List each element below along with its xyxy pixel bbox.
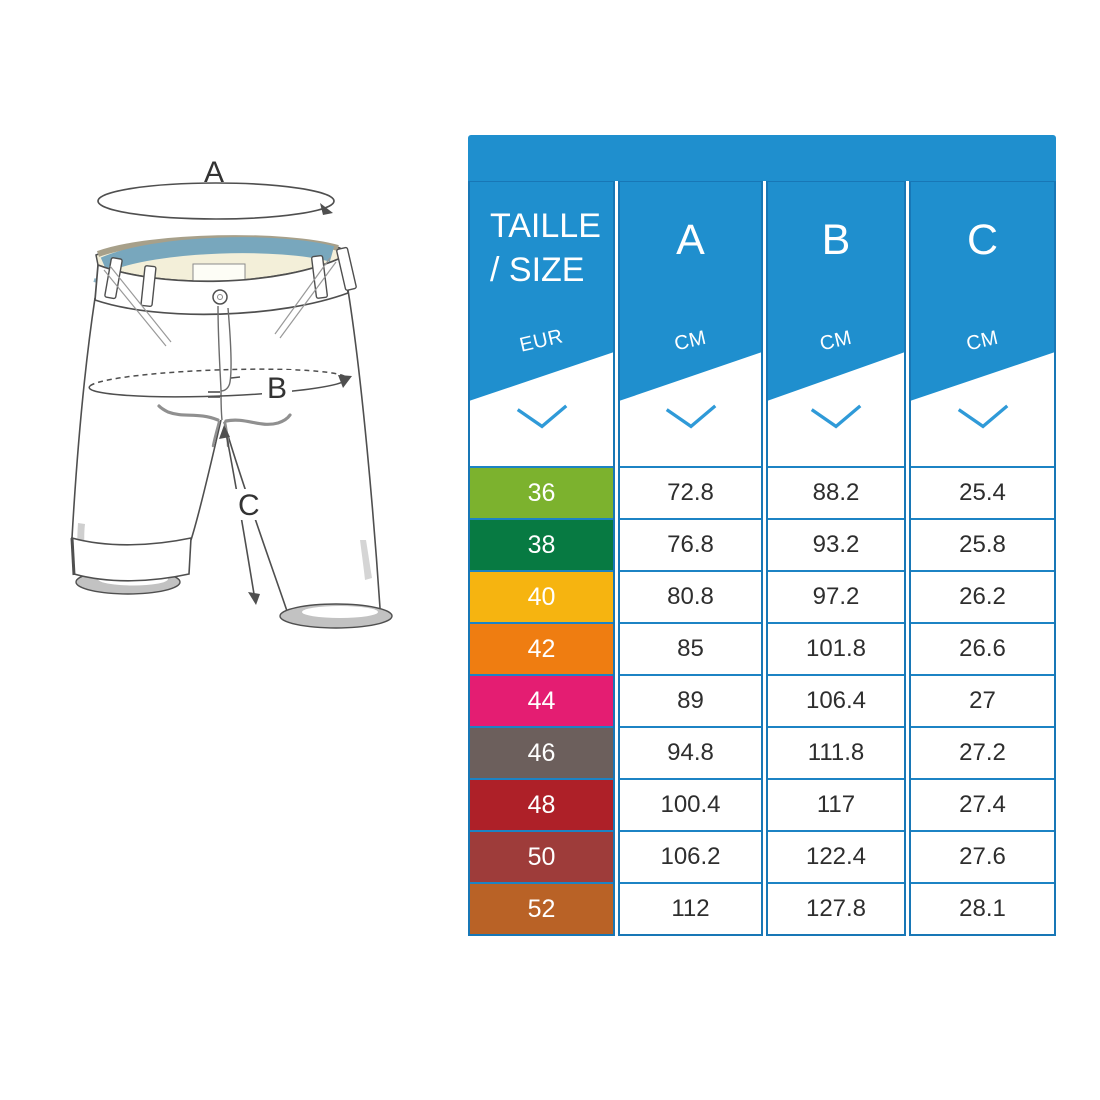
- value-cell: 27: [911, 674, 1054, 726]
- value-cell: 127.8: [768, 882, 904, 934]
- column-c: C CM 25.4 25.8 26.2 26.6 27 27.2 27.4 27…: [909, 181, 1056, 936]
- size-cell: 48: [470, 778, 613, 830]
- column-b-header: B CM: [768, 182, 904, 466]
- belt-loops: [104, 246, 357, 308]
- button: [212, 289, 228, 305]
- waist-measure-ellipse: [97, 182, 335, 220]
- pocket-lines: [103, 257, 337, 347]
- measure-label-b: B: [267, 372, 287, 405]
- column-size: TAILLE / SIZE EUR 36 38 40 42 44 46 48: [468, 181, 615, 936]
- value-cell: 106.4: [768, 674, 904, 726]
- value-cell: 106.2: [620, 830, 761, 882]
- value-cell: 27.4: [911, 778, 1054, 830]
- value-cell: 97.2: [768, 570, 904, 622]
- value-cell: 93.2: [768, 518, 904, 570]
- right-hem-highlight: [302, 606, 378, 618]
- column-b-label: B: [821, 216, 851, 264]
- column-a-cells: 72.8 76.8 80.8 85 89 94.8 100.4 106.2 11…: [620, 466, 761, 934]
- value-cell: 85: [620, 622, 761, 674]
- button-detail: [217, 294, 223, 300]
- hip-mark: [230, 376, 241, 379]
- table-header-band: [468, 135, 1056, 181]
- value-cell: 27.2: [911, 726, 1054, 778]
- column-a-header: A CM: [620, 182, 761, 466]
- value-cell: 25.8: [911, 518, 1054, 570]
- hip-measure-ellipse: [88, 368, 348, 398]
- size-cell: 40: [470, 570, 613, 622]
- size-cells: 36 38 40 42 44 46 48 50 52: [470, 466, 613, 934]
- column-c-chevron-down-icon[interactable]: [954, 404, 1012, 432]
- value-cell: 80.8: [620, 570, 761, 622]
- column-b-cells: 88.2 93.2 97.2 101.8 106.4 111.8 117 122…: [768, 466, 904, 934]
- value-cell: 89: [620, 674, 761, 726]
- measure-label-c: C: [238, 489, 260, 522]
- label-b-halo: [262, 370, 292, 402]
- size-cell: 50: [470, 830, 613, 882]
- value-cell: 25.4: [911, 466, 1054, 518]
- left-cuff: [71, 536, 192, 582]
- leg-seams: [71, 289, 381, 615]
- size-table: TAILLE / SIZE EUR 36 38 40 42 44 46 48: [468, 135, 1056, 936]
- value-cell: 72.8: [620, 466, 761, 518]
- column-b: B CM 88.2 93.2 97.2 101.8 106.4 111.8 11…: [766, 181, 906, 936]
- value-cell: 112: [620, 882, 761, 934]
- value-cell: 122.4: [768, 830, 904, 882]
- shorts-diagram: A B C: [28, 138, 460, 698]
- value-cell: 26.2: [911, 570, 1054, 622]
- column-a-chevron-down-icon[interactable]: [662, 404, 720, 432]
- shorts-sketch: A B C: [70, 156, 393, 629]
- value-cell: 101.8: [768, 622, 904, 674]
- waist-arrowhead-icon: [320, 203, 333, 215]
- column-c-label: C: [966, 216, 999, 264]
- value-cell: 28.1: [911, 882, 1054, 934]
- left-cuff-edge: [70, 537, 76, 576]
- measure-label-a: A: [204, 156, 224, 189]
- table-title: TAILLE / SIZE: [490, 204, 601, 292]
- column-b-chevron-down-icon[interactable]: [807, 404, 865, 432]
- value-cell: 27.6: [911, 830, 1054, 882]
- column-c-header: C CM: [911, 182, 1054, 466]
- size-cell: 42: [470, 622, 613, 674]
- size-cell: 38: [470, 518, 613, 570]
- column-a-label: A: [676, 216, 705, 264]
- table-title-line2: / SIZE: [490, 251, 585, 289]
- leg-shading-right: [360, 540, 372, 580]
- value-cell: 117: [768, 778, 904, 830]
- shorts-outline: [72, 256, 380, 621]
- value-cell: 76.8: [620, 518, 761, 570]
- column-c-cells: 25.4 25.8 26.2 26.6 27 27.2 27.4 27.6 28…: [911, 466, 1054, 934]
- size-cell: 36: [470, 466, 613, 518]
- size-cell: 52: [470, 882, 613, 934]
- label-c-halo: [233, 489, 261, 520]
- column-a: A CM 72.8 76.8 80.8 85 89 94.8 100.4 106…: [618, 181, 763, 936]
- value-cell: 100.4: [620, 778, 761, 830]
- table-title-line1: TAILLE: [490, 207, 601, 245]
- inseam-arrowhead-top-icon: [219, 425, 230, 439]
- fly-stitching: [217, 305, 232, 421]
- size-unit-chevron-down-icon[interactable]: [513, 404, 571, 432]
- value-cell: 88.2: [768, 466, 904, 518]
- value-cell: 26.6: [911, 622, 1054, 674]
- value-cell: 111.8: [768, 726, 904, 778]
- hip-arrowhead-icon: [338, 375, 352, 388]
- size-cell: 46: [470, 726, 613, 778]
- size-column-header: TAILLE / SIZE EUR: [470, 182, 613, 466]
- value-cell: 94.8: [620, 726, 761, 778]
- size-cell: 44: [470, 674, 613, 726]
- inseam-arrowhead-bottom-icon: [248, 592, 260, 605]
